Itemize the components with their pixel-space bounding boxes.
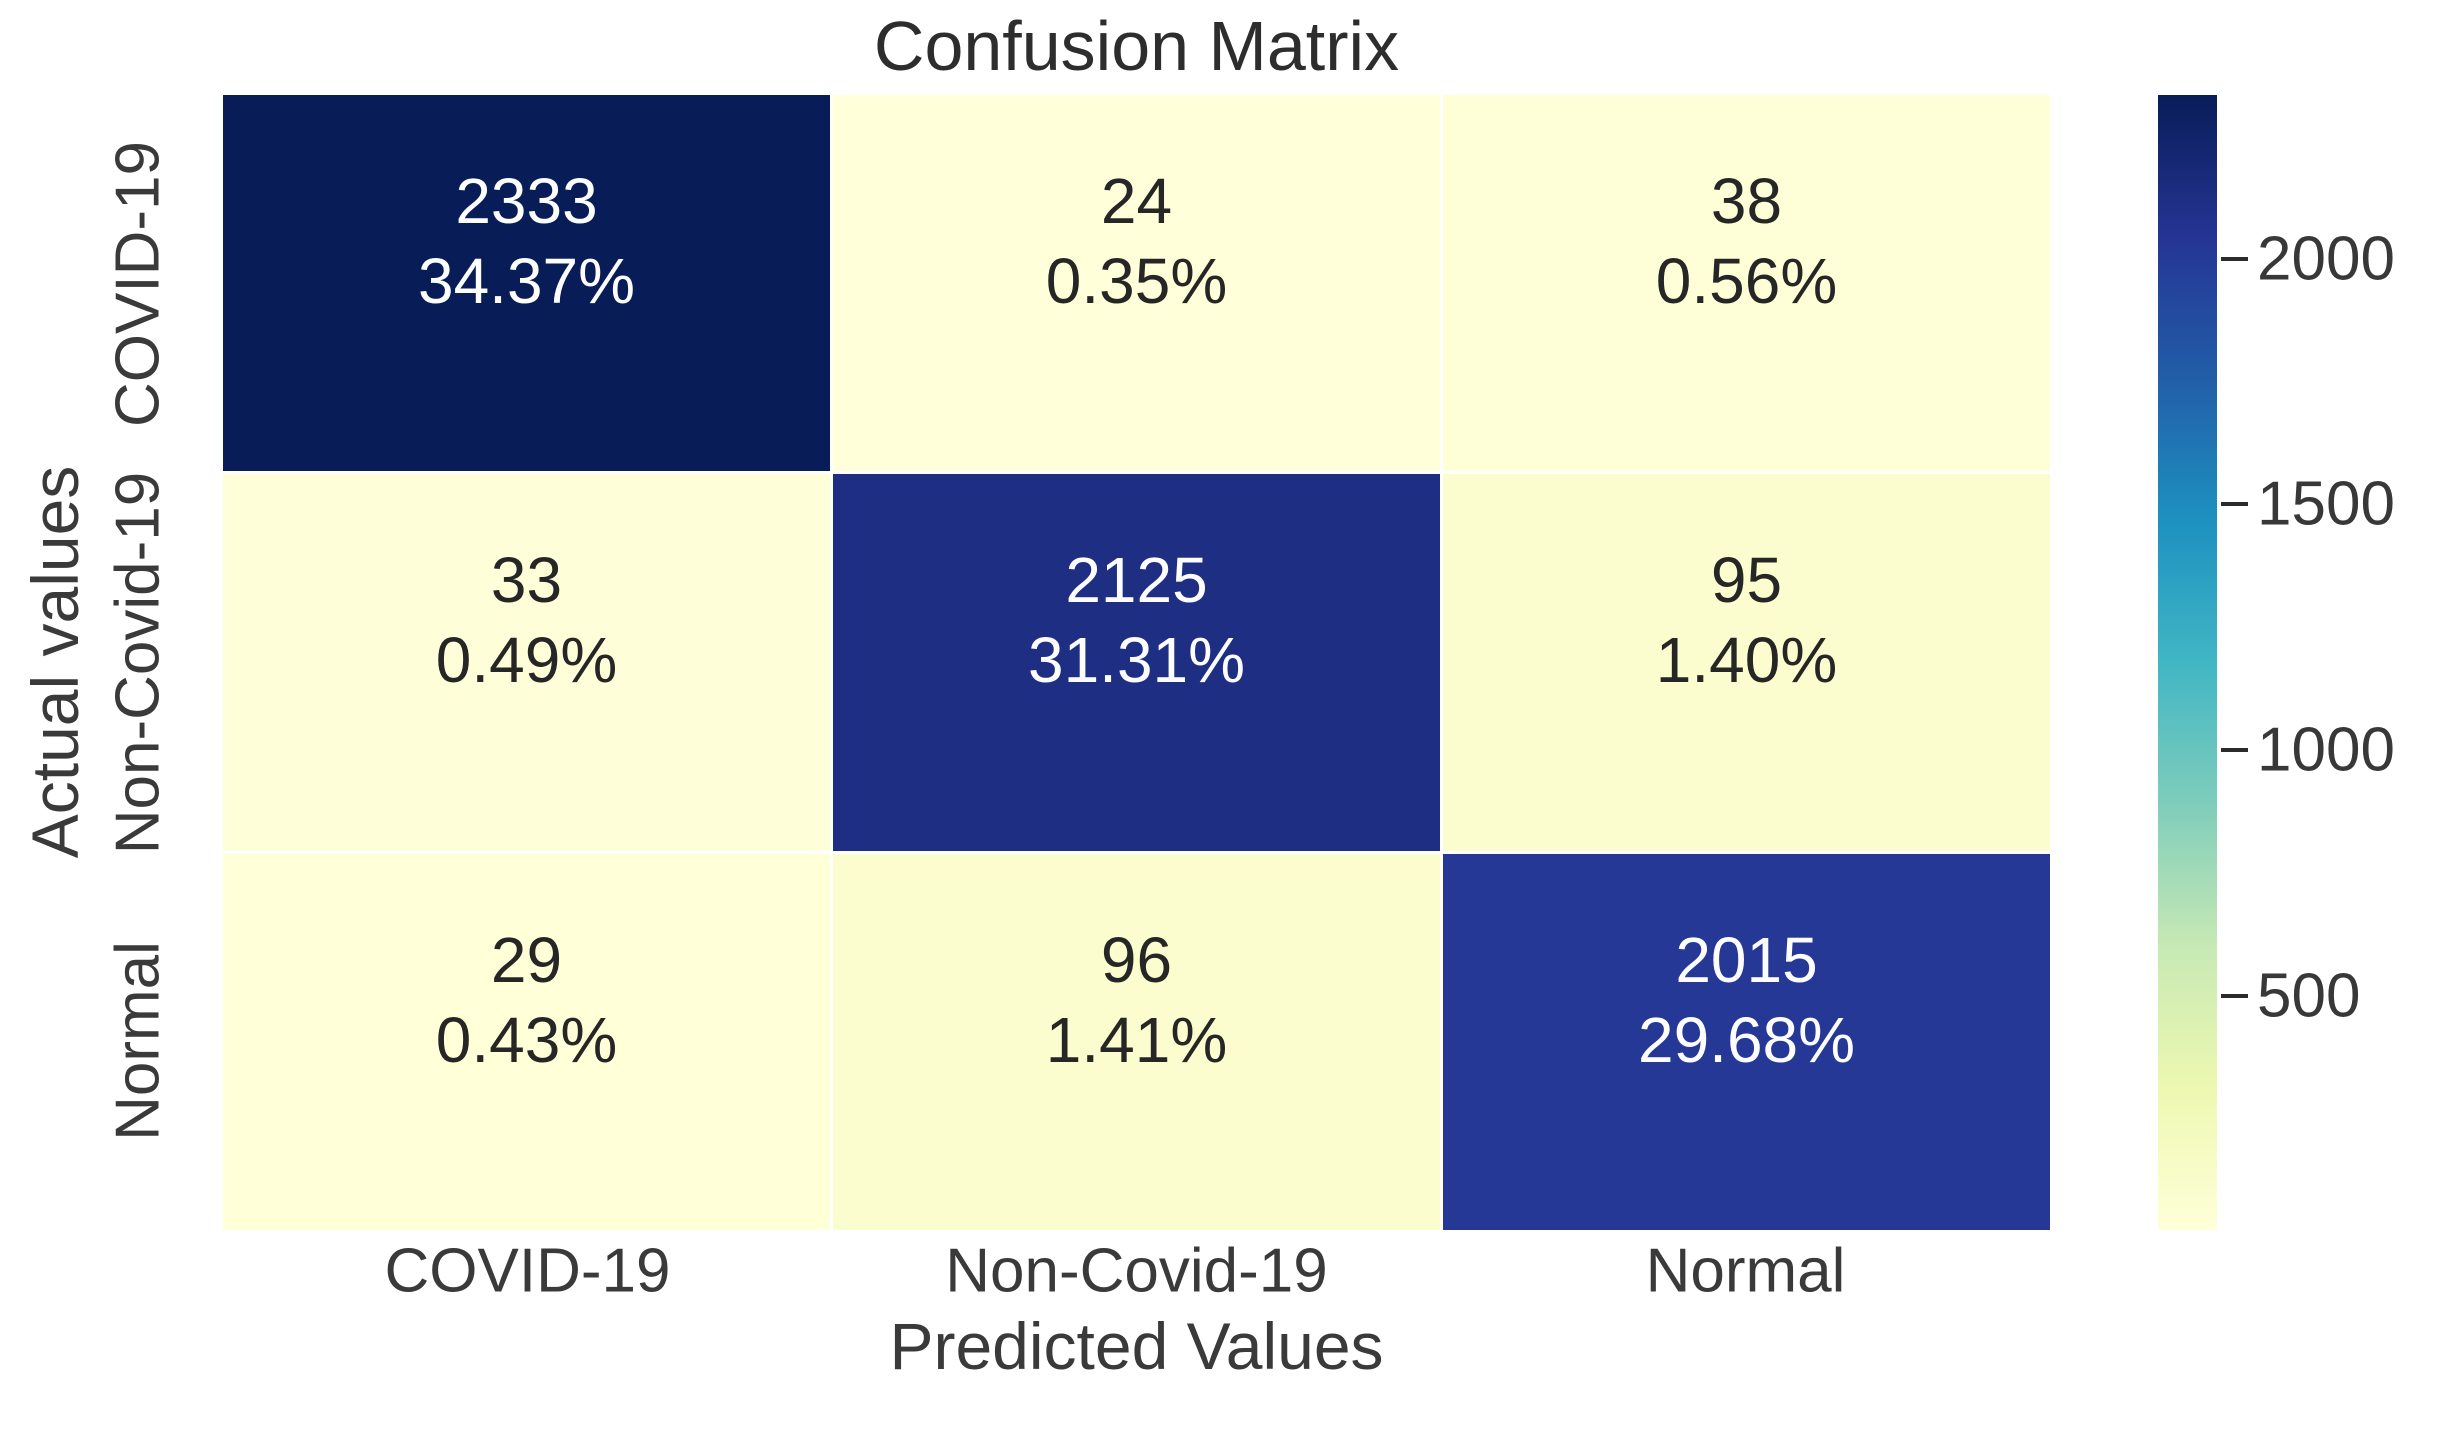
cell-count: 2125 xyxy=(1065,544,1208,617)
colorbar-tick-label: 1500 xyxy=(2257,469,2395,539)
cell-count: 38 xyxy=(1710,165,1783,237)
colorbar-tick-mark xyxy=(2221,502,2248,507)
y-tick-label-1: COVID-19 xyxy=(103,141,173,428)
colorbar-tick-mark xyxy=(2221,994,2248,999)
colorbar-tick-mark xyxy=(2221,748,2248,753)
cell-count: 96 xyxy=(1100,923,1173,996)
chart-title: Confusion Matrix xyxy=(873,7,1400,85)
cell-count: 95 xyxy=(1710,544,1783,617)
heatmap-cell-r3c2: 96 1.41% xyxy=(833,853,1440,1230)
heatmap-cell-r2c3: 95 1.40% xyxy=(1443,474,2050,851)
cell-percent: 0.56% xyxy=(1655,245,1838,317)
cell-percent: 29.68% xyxy=(1637,1003,1856,1076)
heatmap-cell-r2c1: 33 0.49% xyxy=(223,474,830,851)
y-axis-label: Actual values xyxy=(18,465,92,859)
cell-count: 33 xyxy=(490,544,563,617)
cell-percent: 0.35% xyxy=(1045,245,1228,317)
x-tick-label-3: Normal xyxy=(1645,1236,1846,1306)
cell-count: 2015 xyxy=(1675,923,1818,996)
colorbar-tick-label: 1000 xyxy=(2257,715,2395,785)
cell-percent: 31.31% xyxy=(1027,624,1246,697)
colorbar-tick-label: 500 xyxy=(2257,961,2361,1031)
cell-count: 2333 xyxy=(455,165,598,237)
colorbar-tick-mark xyxy=(2221,256,2248,261)
cell-percent: 1.40% xyxy=(1655,624,1838,697)
heatmap-cell-r2c2: 2125 31.31% xyxy=(833,474,1440,851)
y-tick-label-3: Normal xyxy=(103,940,173,1141)
heatmap-cell-r1c3: 38 0.56% xyxy=(1443,95,2050,472)
heatmap-grid: 2333 34.37% 24 0.35% 38 0.56% 33 0.49% 2125 31.31… xyxy=(223,95,2050,1230)
heatmap-cell-r3c3: 2015 29.68% xyxy=(1443,853,2050,1230)
heatmap-cell-r1c2: 24 0.35% xyxy=(833,95,1440,472)
x-tick-label-1: COVID-19 xyxy=(384,1236,671,1306)
colorbar-tick-label: 2000 xyxy=(2257,224,2395,294)
cell-count: 24 xyxy=(1100,165,1173,237)
heatmap-cell-r1c1: 2333 34.37% xyxy=(223,95,830,472)
x-tick-label-2: Non-Covid-19 xyxy=(945,1236,1328,1306)
cell-count: 29 xyxy=(490,923,563,996)
heatmap-cell-r3c1: 29 0.43% xyxy=(223,853,830,1230)
cell-percent: 0.49% xyxy=(435,624,618,697)
x-axis-label: Predicted Values xyxy=(889,1309,1384,1383)
y-tick-label-2: Non-Covid-19 xyxy=(103,471,173,854)
cell-percent: 0.43% xyxy=(435,1003,618,1076)
cell-percent: 1.41% xyxy=(1045,1003,1228,1076)
colorbar-gradient xyxy=(2158,95,2217,1230)
cell-percent: 34.37% xyxy=(417,245,636,317)
